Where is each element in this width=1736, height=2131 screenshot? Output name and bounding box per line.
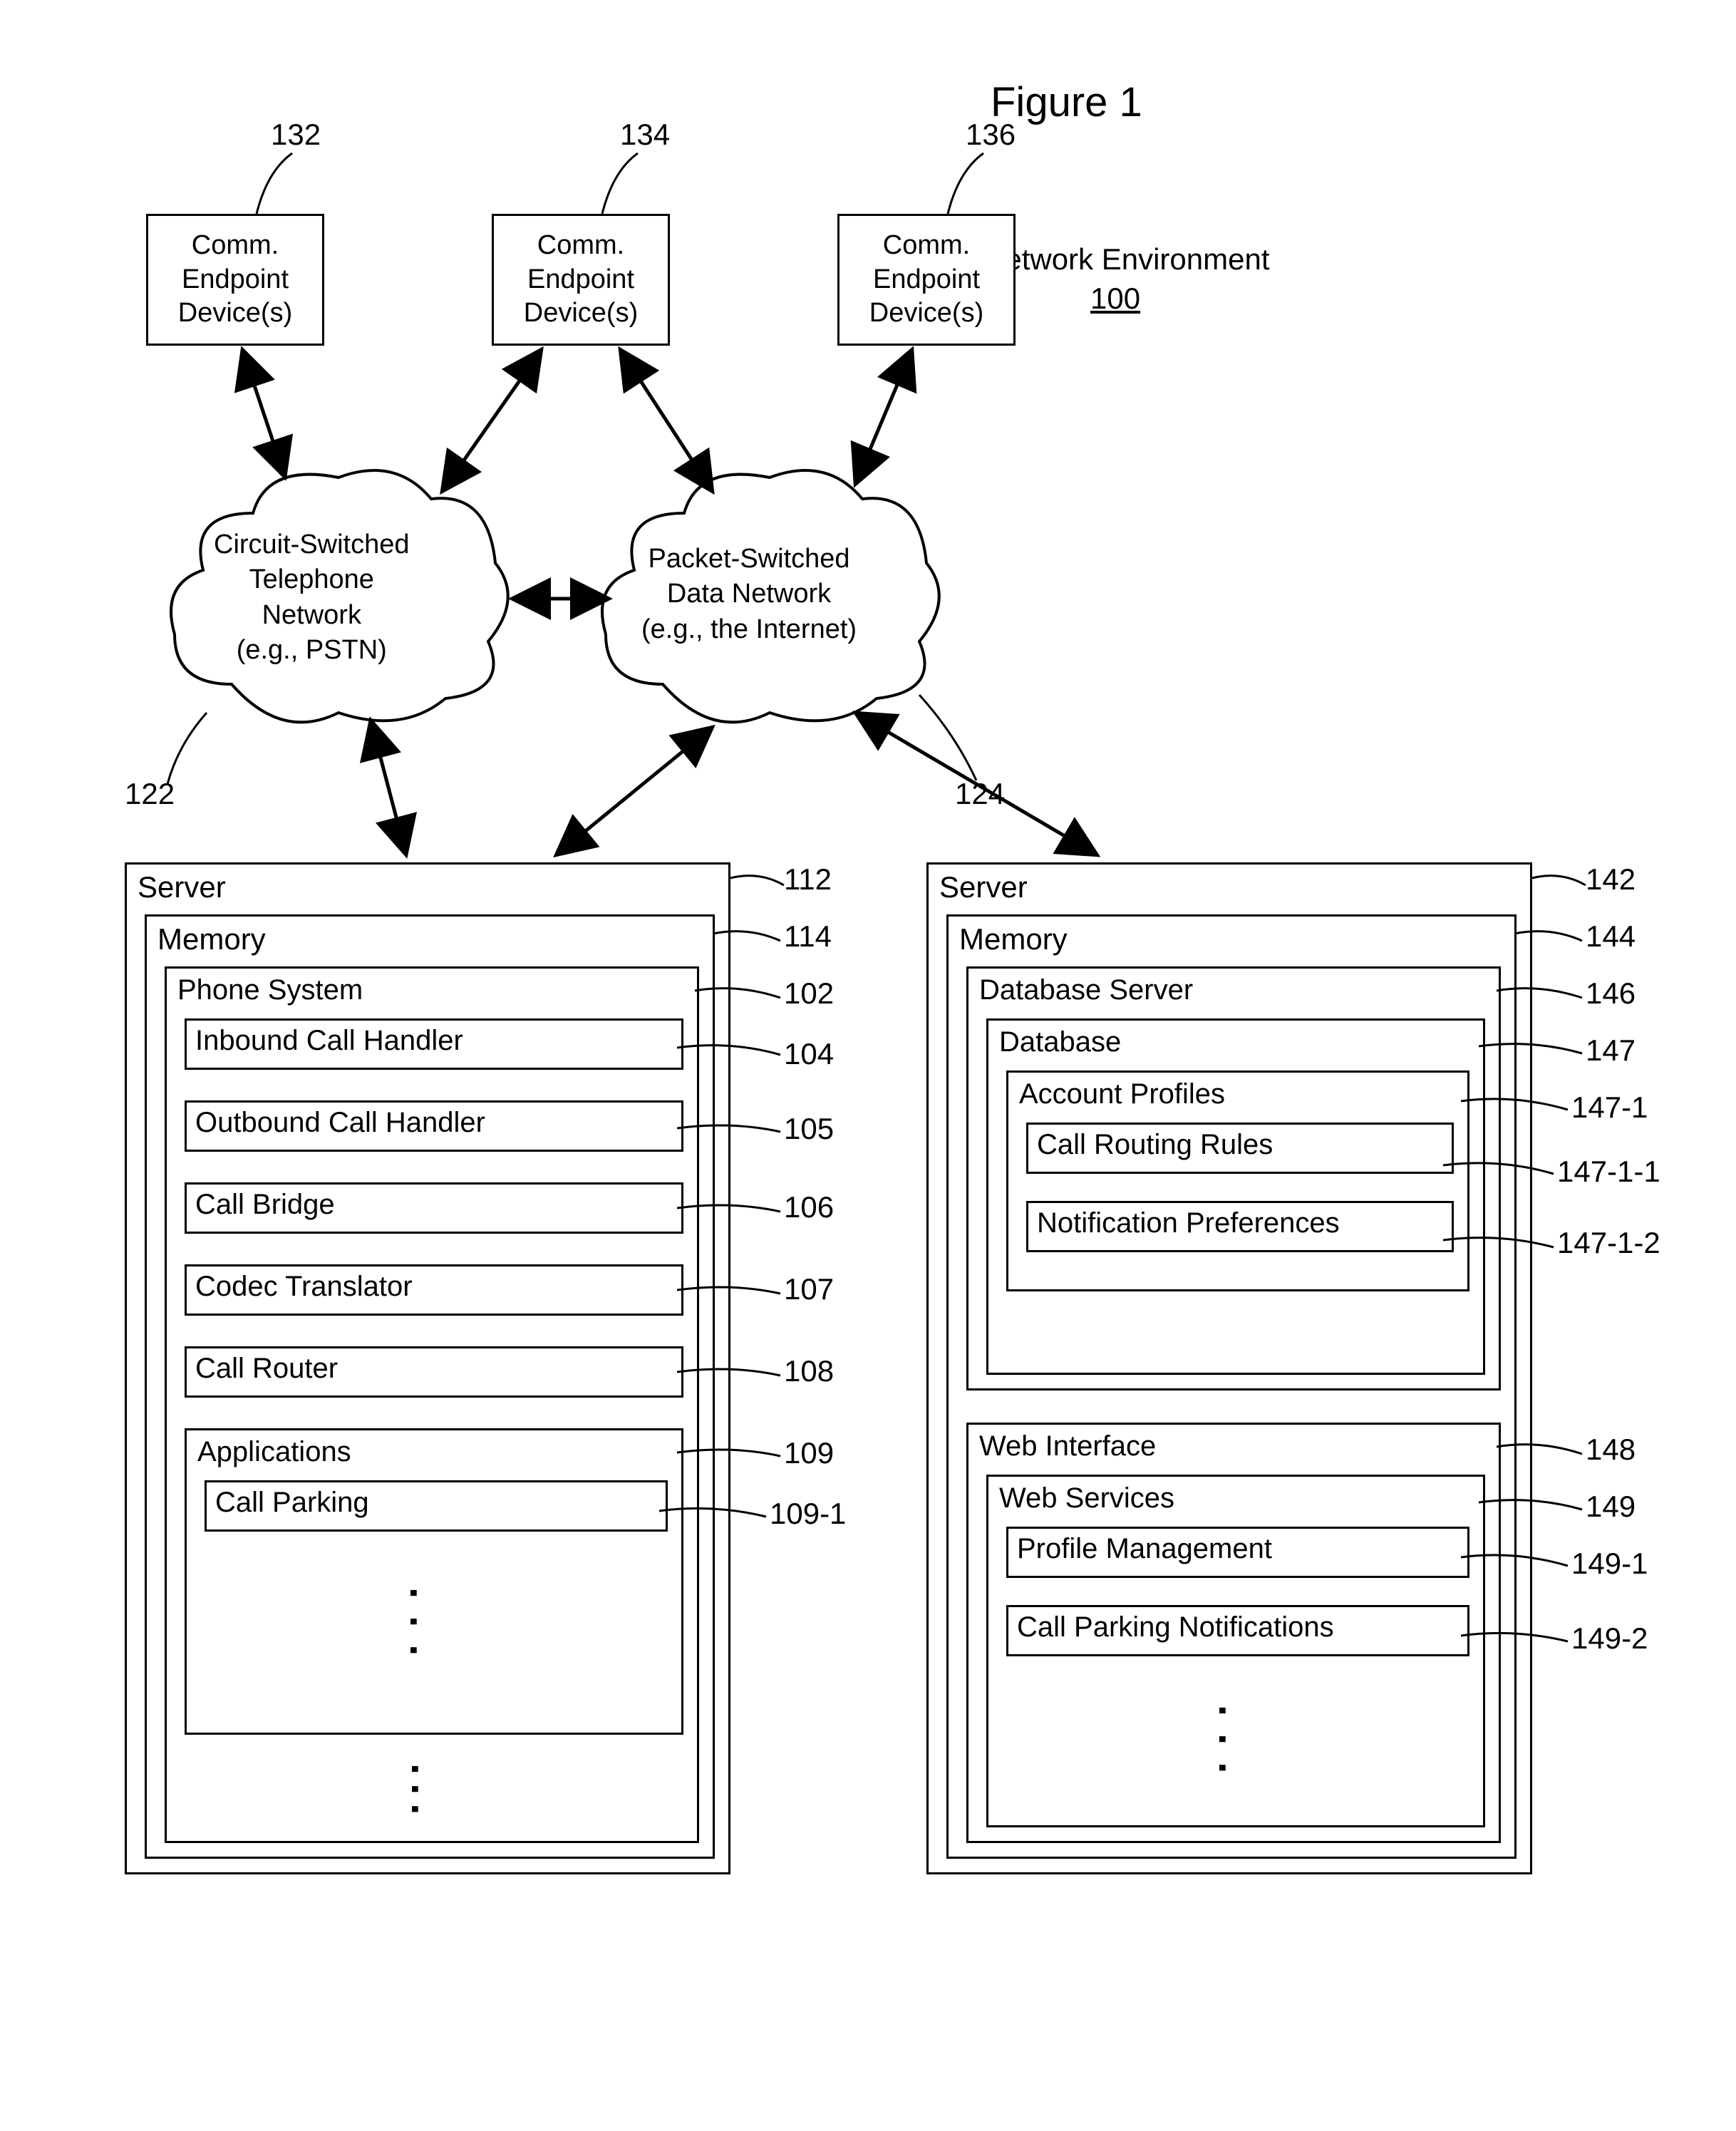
server-2-webserv-label: Web Services (999, 1482, 1174, 1515)
ref-107: 107 (784, 1272, 834, 1306)
server-2-memory: Memory Database Server Database Account … (946, 914, 1517, 1859)
server-2-title: Server (939, 870, 1028, 904)
server-2-routing: Call Routing Rules (1026, 1123, 1454, 1174)
ref-147-1-1: 147-1-1 (1557, 1155, 1660, 1189)
ref-109-1: 109-1 (770, 1497, 846, 1531)
ref-105: 105 (784, 1112, 834, 1146)
server-1-parking: Call Parking (205, 1480, 668, 1532)
ref-146: 146 (1586, 976, 1636, 1011)
server-1-router-label: Call Router (195, 1353, 338, 1384)
server-1-outbound-label: Outbound Call Handler (195, 1107, 485, 1138)
server-1-inbound-label: Inbound Call Handler (195, 1025, 463, 1056)
ref-104: 104 (784, 1037, 834, 1071)
server-2-webif-label: Web Interface (979, 1430, 1156, 1462)
server-1-bridge-label: Call Bridge (195, 1189, 335, 1220)
server-1-codec-label: Codec Translator (195, 1271, 413, 1302)
ref-114: 114 (784, 919, 832, 954)
server-2-routing-label: Call Routing Rules (1037, 1129, 1273, 1160)
server-2-notif-pref-label: Notification Preferences (1037, 1207, 1340, 1239)
server-2: Server Memory Database Server Database A… (926, 862, 1532, 1874)
server-2-dbserver-label: Database Server (979, 974, 1193, 1006)
ref-147: 147 (1586, 1033, 1636, 1068)
server-2-dbserver: Database Server Database Account Profile… (966, 966, 1501, 1390)
server-1-parking-label: Call Parking (215, 1487, 369, 1518)
server-1-outbound: Outbound Call Handler (185, 1100, 683, 1152)
server-2-database: Database Account Profiles Call Routing R… (986, 1018, 1485, 1375)
ref-149: 149 (1586, 1490, 1636, 1524)
ref-147-1-2: 147-1-2 (1557, 1226, 1660, 1260)
ref-102: 102 (784, 976, 834, 1011)
ref-149-1: 149-1 (1571, 1547, 1648, 1581)
server-2-profiles: Account Profiles Call Routing Rules Noti… (1006, 1070, 1469, 1291)
server-1-codec: Codec Translator (185, 1264, 683, 1316)
ref-108: 108 (784, 1354, 834, 1388)
server-1-phone-system-label: Phone System (177, 974, 363, 1006)
server-2-parknotif: Call Parking Notifications (1006, 1605, 1469, 1656)
server-1-memory: Memory Phone System Inbound Call Handler… (145, 914, 715, 1859)
server-1-apps-dots: ... (401, 1587, 448, 1673)
server-1: Server Memory Phone System Inbound Call … (125, 862, 730, 1874)
ref-109: 109 (784, 1436, 834, 1470)
ref-144: 144 (1586, 919, 1636, 954)
server-1-router: Call Router (185, 1346, 683, 1398)
server-1-apps-label: Applications (197, 1436, 351, 1468)
ref-112: 112 (784, 862, 832, 897)
server-2-webserv-dots: ... (1209, 1705, 1257, 1790)
server-2-memory-label: Memory (959, 922, 1068, 956)
server-2-profmgmt-label: Profile Management (1017, 1533, 1272, 1564)
server-2-webif: Web Interface Web Services Profile Manag… (966, 1423, 1501, 1843)
server-1-phone-system: Phone System Inbound Call Handler Outbou… (165, 966, 699, 1843)
server-1-memory-label: Memory (157, 922, 266, 956)
server-2-profiles-label: Account Profiles (1019, 1078, 1225, 1110)
ref-148: 148 (1586, 1433, 1636, 1467)
ref-142: 142 (1586, 862, 1636, 897)
server-1-inbound: Inbound Call Handler (185, 1018, 683, 1070)
server-2-parknotif-label: Call Parking Notifications (1017, 1611, 1334, 1643)
arrows-layer (0, 0, 1736, 998)
ref-106: 106 (784, 1190, 834, 1224)
server-1-title: Server (138, 870, 226, 904)
server-1-dots: ... (402, 1763, 450, 1823)
server-2-notif-pref: Notification Preferences (1026, 1201, 1454, 1252)
server-2-database-label: Database (999, 1026, 1121, 1058)
ref-149-2: 149-2 (1571, 1621, 1648, 1656)
server-1-apps: Applications Call Parking ... (185, 1428, 683, 1735)
server-2-profmgmt: Profile Management (1006, 1527, 1469, 1578)
ref-147-1: 147-1 (1571, 1090, 1648, 1125)
server-2-webserv: Web Services Profile Management Call Par… (986, 1475, 1485, 1827)
server-1-bridge: Call Bridge (185, 1182, 683, 1234)
